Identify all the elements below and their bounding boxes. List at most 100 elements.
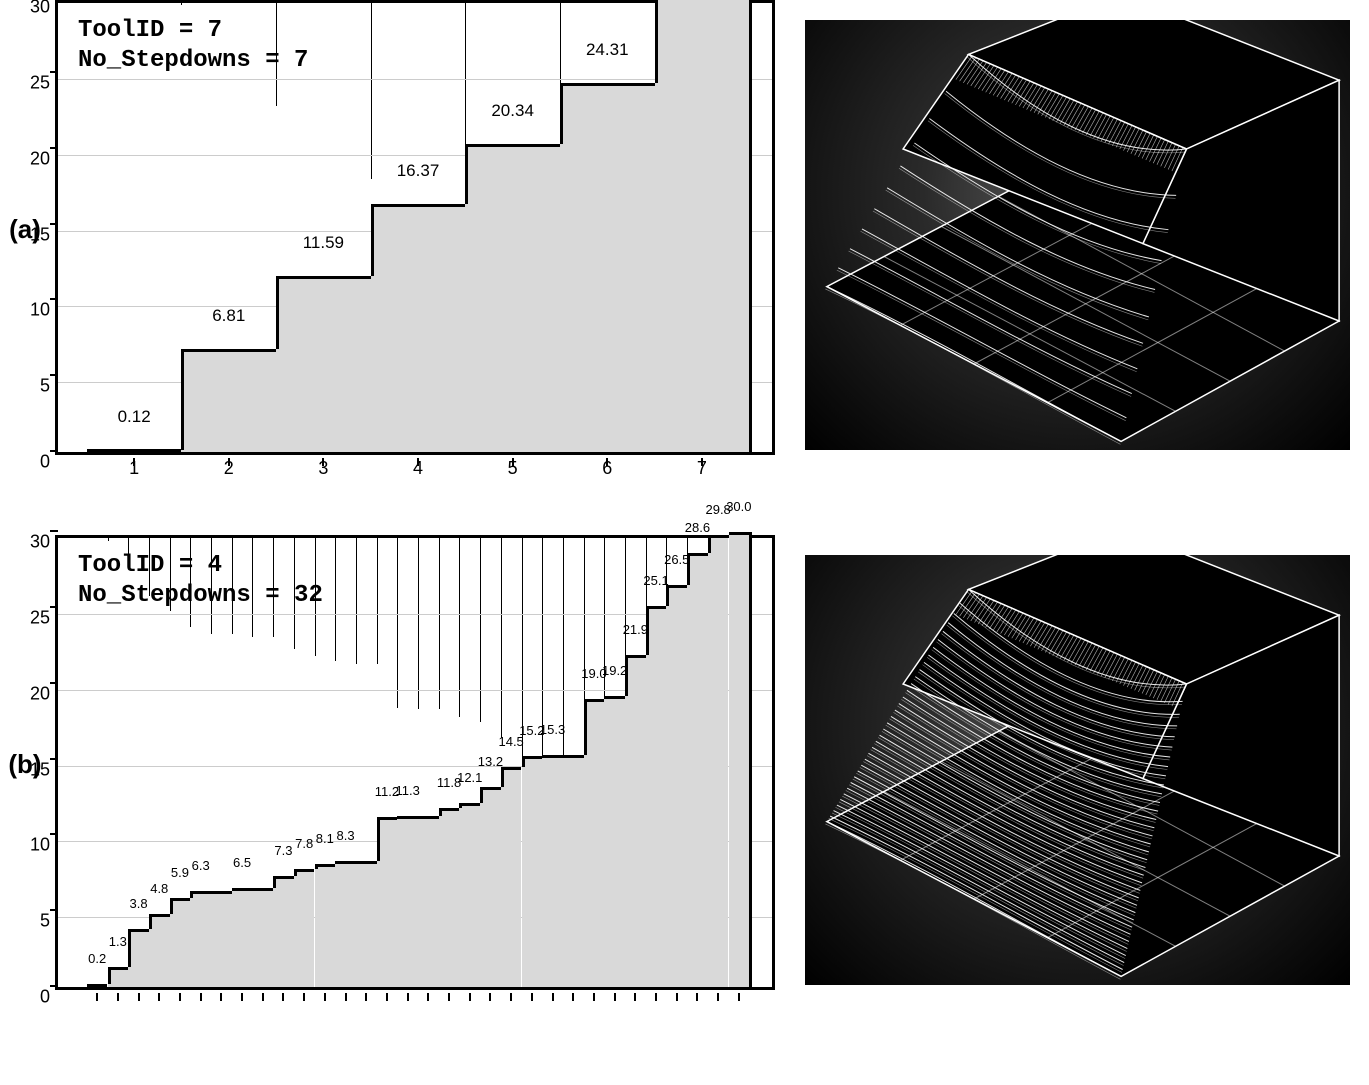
chart-step-side <box>655 0 658 83</box>
chart-bar <box>604 696 625 987</box>
chart-xtick-mark <box>179 993 181 1001</box>
chart-step-side <box>149 914 152 929</box>
chart-annotation-toolid: ToolID = 7 <box>78 17 222 44</box>
chart-xtick-mark <box>365 993 367 1001</box>
chart-bar <box>439 808 460 987</box>
chart-xtick-mark <box>228 458 230 466</box>
chart-bar-label: 19.2 <box>602 663 627 678</box>
chart-xtick-mark <box>469 993 471 1001</box>
chart-ytick-mark <box>50 833 58 835</box>
chart-bar <box>87 449 182 452</box>
chart-step-side <box>708 535 711 553</box>
chart-annotation-stepdowns: No_Stepdowns = 7 <box>78 47 308 74</box>
chart-bar <box>87 984 108 987</box>
chart-bar-sep <box>108 538 109 541</box>
chart-step-side <box>480 787 483 804</box>
chart-step-side <box>87 984 90 987</box>
chart-bar <box>563 755 584 987</box>
chart-bar <box>371 204 466 452</box>
render-b <box>805 555 1350 985</box>
chart-step-side <box>315 864 318 869</box>
chart-xtick-mark <box>322 458 324 466</box>
chart-xtick-mark <box>512 458 514 466</box>
chart-ytick: 10 <box>30 835 58 856</box>
render-a <box>805 20 1350 450</box>
chart-ytick: 5 <box>40 376 58 397</box>
chart-xtick-mark <box>220 993 222 1001</box>
chart-bar <box>335 861 356 987</box>
chart-bar-label: 16.37 <box>397 161 440 181</box>
chart-bar-label: 26.5 <box>664 552 689 567</box>
chart-ytick: 20 <box>30 148 58 169</box>
chart-bar-label: 5.9 <box>171 865 189 880</box>
chart-ytick-mark <box>50 985 58 987</box>
chart-step-side <box>465 144 468 204</box>
chart-bar <box>708 535 729 987</box>
chart-xtick-mark <box>676 993 678 1001</box>
chart-bar-label: 25.1 <box>643 573 668 588</box>
chart-bar-label: 6.5 <box>233 855 251 870</box>
chart-step-side <box>729 532 732 535</box>
chart-step-side <box>276 276 279 348</box>
chart-xtick-mark <box>241 993 243 1001</box>
chart-bar <box>560 83 655 452</box>
chart-step-side <box>273 876 276 888</box>
chart-xtick-mark <box>282 993 284 1001</box>
chart-xtick-mark <box>303 993 305 1001</box>
chart-bar <box>108 967 129 987</box>
chart-step-side <box>749 0 752 452</box>
chart-bar <box>666 585 687 987</box>
chart-xtick-mark <box>117 993 119 1001</box>
chart-bar-sep <box>397 538 398 708</box>
chart-annotation-toolid: ToolID = 4 <box>78 552 222 579</box>
chart-ytick: 10 <box>30 300 58 321</box>
chart-bar-label: 8.3 <box>337 828 355 843</box>
chart-ytick: 30 <box>30 532 58 553</box>
chart-bar-sep <box>371 3 372 179</box>
chart-xtick-mark <box>510 993 512 1001</box>
chart-bar <box>149 914 170 987</box>
chart-xtick-mark <box>262 993 264 1001</box>
chart-step-side <box>190 891 193 897</box>
chart-step-side <box>371 204 374 276</box>
chart-step-side <box>377 817 380 861</box>
chart-step-side <box>397 816 400 818</box>
chart-xtick-mark <box>738 993 740 1001</box>
chart-ytick: 20 <box>30 683 58 704</box>
chart-xtick-mark <box>614 993 616 1001</box>
chart-xtick-mark <box>158 993 160 1001</box>
chart-ytick-mark <box>50 71 58 73</box>
chart-xtick-mark <box>717 993 719 1001</box>
chart-bar <box>655 0 750 452</box>
chart-ytick-mark <box>50 758 58 760</box>
chart-step-side <box>87 450 90 452</box>
chart-bar-label: 28.6 <box>685 520 710 535</box>
chart-bar <box>232 888 253 987</box>
chart-bar <box>181 349 276 452</box>
chart-step-side <box>522 756 525 767</box>
chart-ytick-mark <box>50 147 58 149</box>
chart-bar <box>211 891 232 987</box>
chart-xtick-mark <box>345 993 347 1001</box>
chart-bar-sep <box>356 538 357 664</box>
chart-xtick-mark <box>386 993 388 1001</box>
chart-xtick-mark <box>701 458 703 466</box>
chart-bar-label: 0.12 <box>118 407 151 427</box>
chart-bar-sep <box>439 538 440 709</box>
chart-xtick-mark <box>407 993 409 1001</box>
chart-bar <box>170 898 191 987</box>
chart-ytick-mark <box>50 450 58 452</box>
chart-bar-sep <box>181 3 182 5</box>
chart-bar <box>273 876 294 987</box>
chart-ytick: 5 <box>40 911 58 932</box>
chart-bar <box>625 655 646 987</box>
chart-xtick-mark <box>417 458 419 466</box>
chart-bar-label: 12.1 <box>457 770 482 785</box>
chart-bar <box>522 756 543 987</box>
chart-bar-label: 7.8 <box>295 836 313 851</box>
chart-bar-label: 1.3 <box>109 934 127 949</box>
render-wireframe <box>805 20 1350 450</box>
chart-ytick: 0 <box>40 452 58 473</box>
chart-step-side <box>749 532 752 987</box>
chart-ytick-mark <box>50 374 58 376</box>
